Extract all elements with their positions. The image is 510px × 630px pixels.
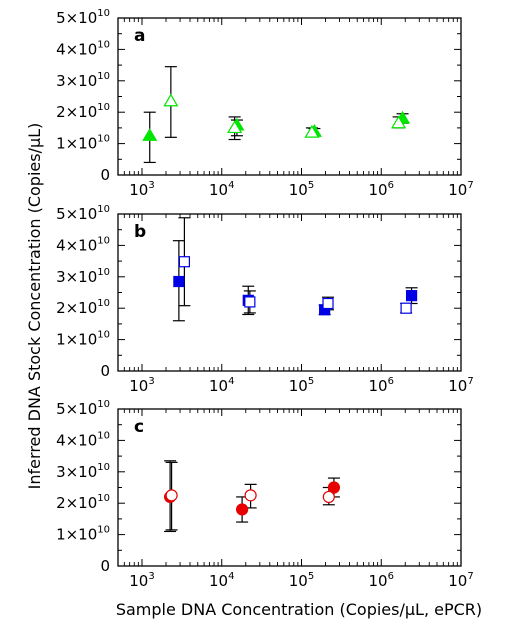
panel-label: a [134,26,145,46]
data-point-open [244,296,256,308]
y-tick-label: 2×1010 [56,493,110,512]
x-tick-label: 104 [209,571,234,590]
data-point-open [400,302,412,314]
data-point-filled [405,290,418,302]
data-point-open [244,489,257,502]
y-tick-label: 5×1010 [56,204,110,223]
y-tick-label: 3×1010 [56,267,110,286]
panel-b: 0 1×1010 2×1010 3×1010 4×1010 5×1010 103 104 105… [56,204,474,395]
panel-label: b [134,222,146,242]
data-point-open [322,490,335,504]
data-point-open [227,120,243,134]
y-tick-label: 0 [100,166,110,184]
data-point-open [304,124,320,138]
data-point-open [391,115,407,129]
panel-label: c [134,417,144,437]
x-tick-label: 105 [289,180,314,199]
data-point-open [322,297,334,310]
y-tick-label: 2×1010 [56,298,110,317]
y-axis-label: Inferred DNA Stock Concentration (Copies… [25,123,44,490]
y-tick-label: 1×1010 [56,330,110,349]
x-tick-label: 103 [129,180,154,199]
y-tick-label: 1×1010 [56,134,110,153]
panel-frame [117,408,462,567]
data-point-filled [236,503,249,516]
y-tick-label: 3×1010 [56,71,110,90]
x-tick-label: 105 [289,571,314,590]
panels: 0 1×1010 2×1010 3×1010 4×1010 5×1010 103 104 105… [56,8,474,590]
y-tick-label: 5×1010 [56,8,110,27]
x-tick-label: 103 [129,571,154,590]
data-point-filled [173,275,185,288]
x-tick-label: 103 [129,376,154,395]
y-tick-label: 4×1010 [56,39,110,58]
x-tick-label: 105 [289,376,314,395]
x-tick-label: 107 [448,376,473,395]
x-tick-label: 107 [448,571,473,590]
x-tick-label: 106 [369,376,394,395]
data-point-filled [327,481,341,494]
y-tick-label: 0 [100,557,110,575]
data-point-filled [142,128,158,141]
panel-a: 0 1×1010 2×1010 3×1010 4×1010 5×1010 103 104 105… [56,8,474,199]
y-tick-label: 0 [100,362,110,380]
y-tick-label: 4×1010 [56,235,110,254]
x-tick-label: 107 [448,180,473,199]
x-tick-label: 104 [209,376,234,395]
x-axis-label: Sample DNA Concentration (Copies/μL, ePC… [116,600,482,619]
y-tick-label: 4×1010 [56,430,110,449]
data-point-open [165,489,178,502]
x-tick-label: 106 [369,571,394,590]
y-tick-label: 2×1010 [56,102,110,121]
data-point-open [163,93,179,107]
panel-c: 0 1×1010 2×1010 3×1010 4×1010 5×1010 103 104 105… [56,399,474,590]
data-point-open [178,256,190,268]
y-tick-label: 1×1010 [56,525,110,544]
y-tick-label: 5×1010 [56,399,110,418]
y-tick-label: 3×1010 [56,462,110,481]
x-tick-label: 104 [209,180,234,199]
x-tick-label: 106 [369,180,394,199]
